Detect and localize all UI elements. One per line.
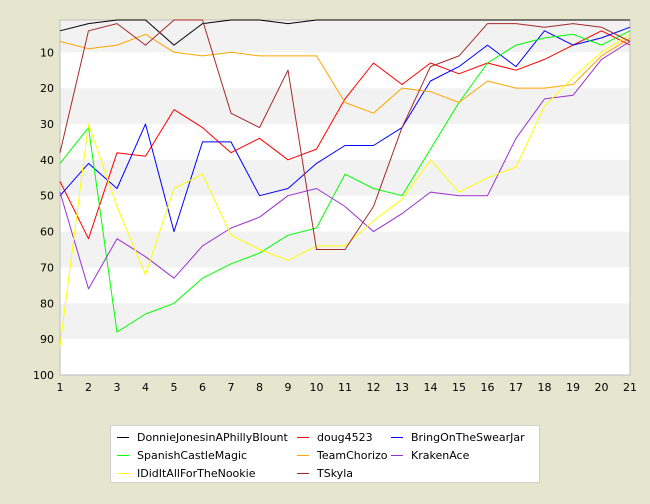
- legend-swatch: [297, 472, 309, 474]
- legend-item: IDidItAllForTheNookie: [117, 465, 255, 483]
- y-tick-label: 40: [40, 154, 54, 167]
- x-tick-label: 15: [452, 381, 466, 394]
- y-tick-label: 50: [40, 190, 54, 203]
- x-tick-label: 19: [566, 381, 580, 394]
- legend-label: TSkyla: [317, 467, 353, 480]
- x-tick-label: 3: [114, 381, 121, 394]
- legend-label: TeamChorizo: [317, 449, 388, 462]
- x-tick-label: 8: [256, 381, 263, 394]
- x-tick-label: 4: [142, 381, 149, 394]
- legend-swatch: [117, 436, 129, 438]
- x-tick-label: 2: [85, 381, 92, 394]
- x-tick-label: 9: [285, 381, 292, 394]
- y-tick-label: 10: [40, 46, 54, 59]
- legend-label: SpanishCastleMagic: [137, 449, 248, 462]
- legend-swatch: [297, 436, 309, 438]
- legend-label: IDidItAllForTheNookie: [137, 467, 256, 480]
- x-tick-label: 5: [171, 381, 178, 394]
- legend-item: SpanishCastleMagic: [117, 447, 247, 465]
- series-line-tskyla: [59, 19, 631, 250]
- x-tick-label: 18: [538, 381, 552, 394]
- y-tick-label: 100: [33, 369, 54, 382]
- x-tick-label: 11: [338, 381, 352, 394]
- x-tick-label: 1: [57, 381, 64, 394]
- chart-legend: DonnieJonesinAPhillyBlount doug4523 BringO…: [110, 425, 540, 483]
- series-line-spanishcastlemagic: [59, 30, 631, 333]
- legend-label: doug4523: [317, 431, 373, 444]
- series-line-bringontheswearjar: [59, 26, 631, 233]
- grid-band: [60, 303, 630, 340]
- x-tick-label: 12: [367, 381, 381, 394]
- series-line-krakenace: [59, 41, 631, 290]
- x-tick-label: 20: [595, 381, 609, 394]
- series-line-teamchorizo: [59, 33, 631, 114]
- legend-swatch: [117, 472, 129, 474]
- legend-item: TSkyla: [297, 465, 353, 483]
- x-tick-label: 13: [395, 381, 409, 394]
- x-tick-label: 7: [228, 381, 235, 394]
- legend-item: TeamChorizo: [297, 447, 388, 465]
- x-tick-label: 6: [199, 381, 206, 394]
- grid-band: [60, 88, 630, 124]
- y-tick-label: 60: [40, 226, 54, 239]
- legend-swatch: [391, 436, 403, 438]
- y-tick-label: 20: [40, 82, 54, 95]
- legend-item: doug4523: [297, 429, 373, 447]
- y-tick-label: 90: [40, 333, 54, 346]
- legend-swatch: [117, 454, 129, 456]
- legend-swatch: [391, 454, 403, 456]
- legend-label: BringOnTheSwearJar: [411, 431, 525, 444]
- x-tick-label: 16: [481, 381, 495, 394]
- legend-item: DonnieJonesinAPhillyBlount: [117, 429, 288, 447]
- legend-swatch: [297, 454, 309, 456]
- legend-label: KrakenAce: [411, 449, 470, 462]
- legend-item: BringOnTheSwearJar: [391, 429, 525, 447]
- x-tick-label: 21: [623, 381, 637, 394]
- y-tick-label: 80: [40, 297, 54, 310]
- series-line-ididitallforthenookie: [59, 33, 631, 347]
- legend-label: DonnieJonesinAPhillyBlount: [137, 431, 288, 444]
- y-tick-label: 30: [40, 118, 54, 131]
- grid-band: [60, 20, 630, 53]
- series-line-doug4523: [59, 30, 631, 240]
- x-tick-label: 10: [310, 381, 324, 394]
- x-tick-label: 14: [424, 381, 438, 394]
- legend-item: KrakenAce: [391, 447, 469, 465]
- x-tick-label: 17: [509, 381, 523, 394]
- series-line-donniejonesinaphillyblount: [59, 19, 630, 46]
- grid-band: [60, 159, 630, 196]
- y-tick-label: 70: [40, 261, 54, 274]
